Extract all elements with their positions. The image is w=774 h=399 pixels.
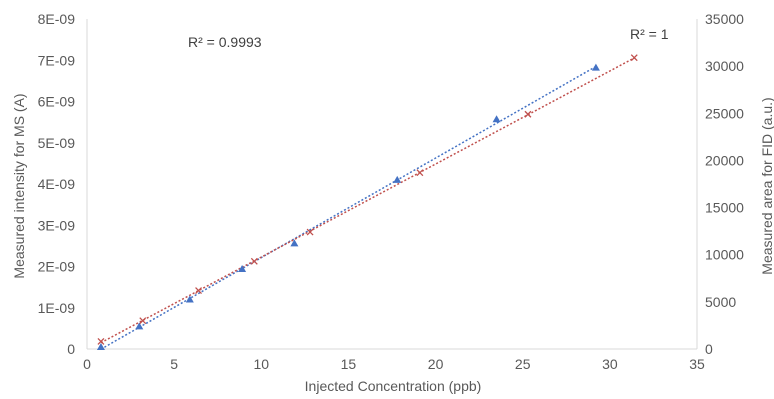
y2-tick-label: 0 (705, 341, 713, 357)
y-tick-labels: 0 1E-09 2E-09 3E-09 4E-09 5E-09 6E-09 7E-09 8E-0… (38, 11, 76, 357)
y-tick-label: 5E-09 (38, 135, 76, 151)
data-point-triangle (393, 175, 402, 183)
y2-tick-labels: 0 5000 10000 15000 20000 25000 30000 35000 (705, 11, 744, 357)
trendline-series-2 (100, 57, 635, 344)
data-point-triangle (290, 239, 299, 247)
data-point-x (195, 287, 203, 295)
r2-label-fid: R² = 1 (630, 26, 669, 42)
y2-tick-label: 5000 (705, 294, 736, 310)
x-tick-label: 15 (341, 356, 357, 372)
data-point-triangle (238, 264, 247, 272)
data-point-triangle (185, 295, 194, 303)
x-axis-title: Injected Concentration (ppb) (305, 378, 482, 394)
y-tick-label: 8E-09 (38, 11, 76, 27)
data-point-x (416, 169, 424, 177)
data-point-x (306, 228, 314, 236)
y-tick-label: 1E-09 (38, 300, 76, 316)
y2-tick-label: 20000 (705, 152, 744, 168)
y-tick-label: 7E-09 (38, 52, 76, 68)
trendline-series-1 (100, 65, 597, 350)
y2-tick-label: 15000 (705, 200, 744, 216)
y-tick-label: 2E-09 (38, 259, 76, 275)
r2-label-ms: R² = 0.9993 (188, 34, 262, 50)
data-point-triangle (96, 342, 105, 350)
y-tick-label: 6E-09 (38, 94, 76, 110)
y-tick-label: 0 (67, 341, 75, 357)
trendlines (100, 57, 635, 350)
x-tick-label: 5 (170, 356, 178, 372)
y2-tick-label: 30000 (705, 58, 744, 74)
data-point-x (250, 257, 258, 265)
y-tick-label: 3E-09 (38, 217, 76, 233)
x-tick-label: 25 (515, 356, 531, 372)
x-tick-labels: 0 5 10 15 20 25 30 35 (83, 356, 705, 372)
y-axis-title: Measured intensity for MS (A) (11, 93, 27, 278)
data-point-x (524, 110, 532, 118)
x-tick-label: 10 (253, 356, 269, 372)
plot-area (86, 19, 698, 350)
y-tick-label: 4E-09 (38, 176, 76, 192)
data-point-x (97, 337, 105, 345)
data-point-x (630, 54, 638, 62)
y2-tick-label: 35000 (705, 11, 744, 27)
y2-axis-title: Measured area for FID (a.u.) (759, 97, 774, 274)
data-point-triangle (135, 322, 144, 330)
data-point-x (139, 317, 147, 325)
data-markers (96, 54, 638, 350)
data-point-triangle (591, 63, 600, 71)
x-tick-label: 20 (428, 356, 444, 372)
y2-tick-label: 25000 (705, 105, 744, 121)
y2-tick-label: 10000 (705, 247, 744, 263)
x-tick-label: 35 (689, 356, 705, 372)
data-point-triangle (492, 115, 501, 123)
x-tick-label: 0 (83, 356, 91, 372)
x-tick-label: 30 (602, 356, 618, 372)
